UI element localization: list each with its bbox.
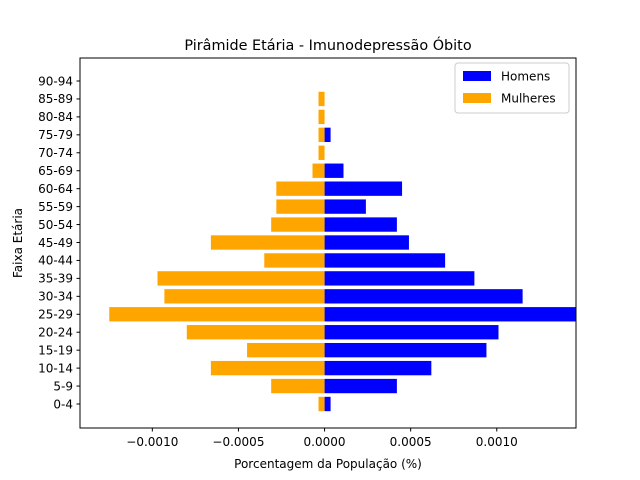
bar-homens-45-49 [324, 235, 409, 250]
y-tick-label: 90-94 [38, 74, 73, 88]
y-tick-label: 30-34 [38, 290, 73, 304]
x-axis-label: Porcentagem da População (%) [234, 457, 422, 471]
bar-mulheres-70-74 [318, 145, 325, 160]
legend-label-mulheres: Mulheres [501, 92, 556, 106]
bar-homens-40-44 [324, 253, 446, 268]
bar-homens-30-34 [324, 289, 523, 304]
legend: Homens Mulheres [454, 62, 570, 114]
y-tick-label: 20-24 [38, 326, 73, 340]
bar-homens-15-19 [324, 342, 487, 358]
bar-mulheres-25-29 [109, 307, 325, 322]
y-tick-label: 25-29 [38, 308, 73, 322]
bar-homens-35-39 [324, 271, 475, 286]
y-tick-label: 35-39 [38, 272, 73, 286]
legend-swatch-homens [463, 71, 491, 81]
bar-mulheres-10-14 [210, 360, 325, 376]
y-tick-label: 5-9 [53, 379, 73, 393]
y-tick-label: 55-59 [38, 200, 73, 214]
y-tick-label: 45-49 [38, 236, 73, 250]
bar-mulheres-80-84 [318, 109, 325, 125]
x-axis-ticks: −0.0010 −0.0005 0.0000 0.0005 0.0010 [126, 428, 518, 449]
legend-swatch-mulheres [463, 93, 491, 103]
x-tick-label: −0.0005 [212, 435, 264, 449]
bar-mulheres-30-34 [164, 289, 325, 304]
y-tick-label: 80-84 [38, 110, 73, 124]
bar-mulheres-45-49 [210, 235, 325, 250]
bar-mulheres-20-24 [186, 325, 325, 340]
y-tick-label: 60-64 [38, 182, 73, 196]
y-tick-label: 10-14 [38, 361, 73, 375]
y-tick-label: 0-4 [53, 397, 73, 411]
bar-homens-0-4 [324, 396, 331, 412]
y-tick-label: 50-54 [38, 218, 73, 232]
bar-homens-55-59 [324, 199, 366, 214]
bar-mulheres-15-19 [247, 342, 325, 358]
x-tick-label: 0.0010 [476, 435, 518, 449]
y-tick-label: 15-19 [38, 343, 73, 357]
y-axis-ticks: 0-4 5-9 10-14 15-19 20-24 25-29 30-34 35-39 40-4… [38, 74, 80, 411]
y-tick-label: 40-44 [38, 254, 73, 268]
bar-homens-20-24 [324, 325, 499, 340]
bar-mulheres-40-44 [264, 253, 325, 268]
bar-homens-65-69 [324, 163, 344, 178]
bar-mulheres-55-59 [276, 199, 325, 214]
y-tick-label: 70-74 [38, 146, 73, 160]
bar-homens-5-9 [324, 378, 397, 394]
bar-homens-50-54 [324, 217, 397, 232]
bars-group [109, 91, 576, 412]
x-tick-label: −0.0010 [126, 435, 178, 449]
bar-homens-60-64 [324, 181, 403, 196]
bar-mulheres-60-64 [276, 181, 325, 196]
y-tick-label: 85-89 [38, 92, 73, 106]
plot-frame [79, 57, 577, 429]
bar-mulheres-85-89 [318, 91, 325, 107]
bar-mulheres-65-69 [312, 163, 325, 178]
bar-homens-75-79 [324, 127, 331, 143]
bar-homens-25-29 [324, 307, 576, 322]
x-tick-label: 0.0000 [304, 435, 346, 449]
chart-title: Pirâmide Etária - Imunodepressão Óbito [184, 36, 471, 54]
bar-mulheres-5-9 [271, 378, 325, 394]
bar-homens-10-14 [324, 360, 432, 376]
bar-mulheres-0-4 [318, 396, 325, 412]
bar-mulheres-75-79 [318, 127, 325, 143]
y-tick-label: 65-69 [38, 164, 73, 178]
bar-mulheres-50-54 [271, 217, 325, 232]
y-tick-label: 75-79 [38, 128, 73, 142]
legend-label-homens: Homens [501, 70, 550, 84]
bar-mulheres-35-39 [157, 271, 325, 286]
y-axis-label: Faixa Etária [11, 208, 25, 278]
x-tick-label: 0.0005 [390, 435, 432, 449]
